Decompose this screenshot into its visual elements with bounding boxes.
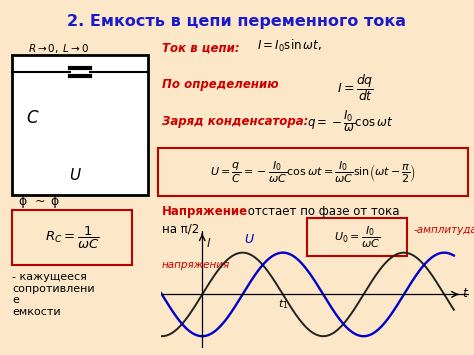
Text: Ток в цепи:: Ток в цепи: <box>162 42 240 55</box>
Text: ϕ: ϕ <box>18 195 26 208</box>
Bar <box>307 218 407 256</box>
Text: -амплитуда: -амплитуда <box>414 225 474 235</box>
Bar <box>158 148 468 196</box>
Text: $R_C = \dfrac{1}{\omega C}$: $R_C = \dfrac{1}{\omega C}$ <box>45 225 100 251</box>
Bar <box>12 210 132 265</box>
Text: $I$: $I$ <box>206 237 211 250</box>
Text: ~: ~ <box>35 195 46 208</box>
Text: $U$: $U$ <box>244 233 255 246</box>
Text: По определению: По определению <box>162 78 279 91</box>
Text: $q = -\dfrac{I_0}{\omega} \cos \omega t$: $q = -\dfrac{I_0}{\omega} \cos \omega t$ <box>307 108 393 134</box>
Text: Напряжение: Напряжение <box>162 205 248 218</box>
Text: $U_0 = \dfrac{I_0}{\omega C}$: $U_0 = \dfrac{I_0}{\omega C}$ <box>334 224 380 250</box>
Text: напряжения: напряжения <box>162 260 230 270</box>
Text: на π/2: на π/2 <box>162 222 199 235</box>
Text: ϕ: ϕ <box>50 195 58 208</box>
Text: $R \rightarrow 0, \; L \rightarrow 0$: $R \rightarrow 0, \; L \rightarrow 0$ <box>28 42 89 55</box>
Text: 2. Емкость в цепи переменного тока: 2. Емкость в цепи переменного тока <box>67 14 407 29</box>
Text: Заряд конденсатора:: Заряд конденсатора: <box>162 115 309 128</box>
Text: $C$: $C$ <box>26 109 39 127</box>
Text: $I = \dfrac{dq}{dt}$: $I = \dfrac{dq}{dt}$ <box>337 72 374 103</box>
Text: $U = \dfrac{q}{C} = -\dfrac{I_0}{\omega C} \cos \omega t = \dfrac{I_0}{\omega C}: $U = \dfrac{q}{C} = -\dfrac{I_0}{\omega … <box>210 159 416 185</box>
Text: $I = I_0 \sin \omega t,$: $I = I_0 \sin \omega t,$ <box>257 38 322 54</box>
Text: - кажущееся
сопротивлени
е
емкости: - кажущееся сопротивлени е емкости <box>12 272 95 317</box>
Bar <box>12 55 148 195</box>
Text: $t$: $t$ <box>462 287 469 300</box>
Text: отстает по фазе от тока: отстает по фазе от тока <box>244 205 400 218</box>
Text: $t_1$: $t_1$ <box>278 297 288 311</box>
Text: $U$: $U$ <box>69 167 82 183</box>
